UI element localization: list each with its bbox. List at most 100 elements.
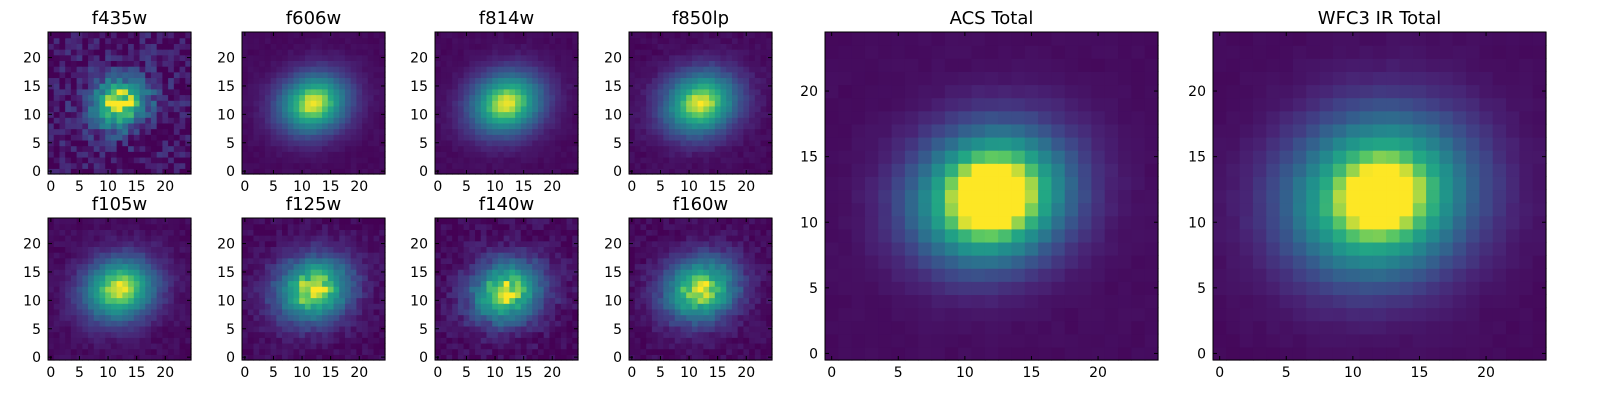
- heatmap-cell: [503, 257, 510, 265]
- heatmap-cell: [457, 94, 465, 101]
- heatmap-cell: [720, 111, 727, 118]
- heatmap-cell: [480, 297, 488, 304]
- heatmap-cell: [760, 66, 767, 73]
- heatmap-cell: [293, 32, 300, 39]
- heatmap-cell: [299, 297, 306, 304]
- heatmap-cell: [497, 134, 505, 141]
- heatmap-cell: [669, 43, 676, 50]
- heatmap-cell: [282, 246, 289, 253]
- heatmap-cell: [76, 60, 83, 67]
- heatmap-cell: [515, 168, 522, 175]
- heatmap-cell: [333, 291, 340, 299]
- heatmap-cell: [276, 303, 283, 310]
- heatmap-cell: [691, 348, 699, 355]
- heatmap-cell: [139, 257, 146, 265]
- heatmap-cell: [526, 111, 533, 118]
- heatmap-cell: [497, 291, 505, 299]
- heatmap-cell: [634, 134, 642, 141]
- heatmap-cell: [310, 280, 317, 287]
- heatmap-cell: [310, 252, 317, 259]
- heatmap-cell: [276, 32, 283, 39]
- heatmap-cell: [310, 240, 317, 247]
- heatmap-cell: [116, 128, 123, 135]
- heatmap-cell: [629, 134, 636, 141]
- heatmap-cell: [709, 303, 716, 310]
- heatmap-cell: [743, 105, 750, 113]
- heatmap-cell: [440, 280, 448, 287]
- heatmap-cell: [339, 342, 346, 350]
- heatmap-cell: [327, 156, 335, 164]
- heatmap-cell: [651, 43, 659, 50]
- heatmap-cell: [663, 32, 670, 39]
- heatmap-cell: [350, 263, 357, 270]
- heatmap-cell: [185, 257, 192, 265]
- heatmap-cell: [242, 37, 249, 44]
- heatmap-cell: [304, 325, 312, 333]
- heatmap-cell: [520, 320, 528, 327]
- heatmap-cell: [264, 354, 272, 361]
- heatmap-cell: [270, 263, 277, 270]
- heatmap-cell: [88, 145, 95, 152]
- heatmap-cell: [179, 145, 186, 152]
- heatmap-cell: [469, 240, 476, 247]
- heatmap-cell: [669, 94, 676, 101]
- heatmap-cell: [457, 280, 465, 287]
- heatmap-cell: [93, 94, 101, 101]
- heatmap-cell: [356, 291, 363, 299]
- heatmap-cell: [572, 71, 579, 79]
- heatmap-cell: [362, 32, 369, 39]
- x-tick-label: 5: [656, 179, 665, 195]
- heatmap-cell: [185, 37, 192, 44]
- heatmap-cell: [162, 156, 169, 164]
- heatmap-cell: [65, 342, 72, 350]
- heatmap-cell: [526, 235, 533, 242]
- heatmap-cell: [99, 60, 106, 67]
- heatmap-cell: [686, 134, 693, 141]
- heatmap-cell: [452, 83, 459, 90]
- heatmap-cell: [145, 60, 152, 67]
- heatmap-cell: [88, 291, 95, 299]
- heatmap-cell: [259, 320, 266, 327]
- heatmap-cell: [497, 263, 505, 270]
- heatmap-cell: [128, 83, 135, 90]
- heatmap-cell: [629, 49, 636, 56]
- heatmap-cell: [526, 105, 533, 113]
- heatmap-cell: [543, 71, 550, 79]
- heatmap-cell: [435, 49, 442, 56]
- heatmap-cell: [133, 134, 141, 141]
- heatmap-cell: [293, 88, 300, 96]
- heatmap-cell: [457, 105, 465, 113]
- heatmap-cell: [714, 94, 722, 101]
- heatmap-cell: [634, 297, 642, 304]
- heatmap-cell: [691, 156, 699, 164]
- heatmap-cell: [110, 240, 118, 247]
- heatmap-cell: [726, 117, 733, 124]
- heatmap-cell: [88, 337, 95, 344]
- heatmap-cell: [379, 156, 386, 164]
- y-tick-label: 5: [32, 136, 41, 152]
- heatmap-cell: [82, 246, 89, 253]
- heatmap-cell: [48, 303, 55, 310]
- x-tick-label: 15: [322, 365, 340, 381]
- heatmap-cell: [362, 342, 369, 350]
- heatmap-cell: [139, 331, 146, 338]
- heatmap-cell: [657, 83, 664, 90]
- heatmap-cell: [65, 257, 72, 265]
- heatmap-cell: [105, 162, 112, 169]
- heatmap-cell: [669, 308, 676, 316]
- heatmap-cell: [344, 269, 352, 276]
- heatmap-cell: [520, 325, 528, 333]
- heatmap-cell: [555, 246, 562, 253]
- heatmap-cell: [731, 320, 739, 327]
- heatmap-cell: [293, 308, 300, 316]
- heatmap-cell: [680, 71, 687, 79]
- heatmap-cell: [463, 139, 470, 147]
- heatmap-cell: [253, 66, 260, 73]
- heatmap-cell: [179, 320, 186, 327]
- heatmap-cell: [310, 134, 317, 141]
- heatmap-cell: [749, 342, 756, 350]
- heatmap-cell: [669, 337, 676, 344]
- heatmap-cell: [373, 240, 380, 247]
- heatmap-cell: [452, 274, 459, 282]
